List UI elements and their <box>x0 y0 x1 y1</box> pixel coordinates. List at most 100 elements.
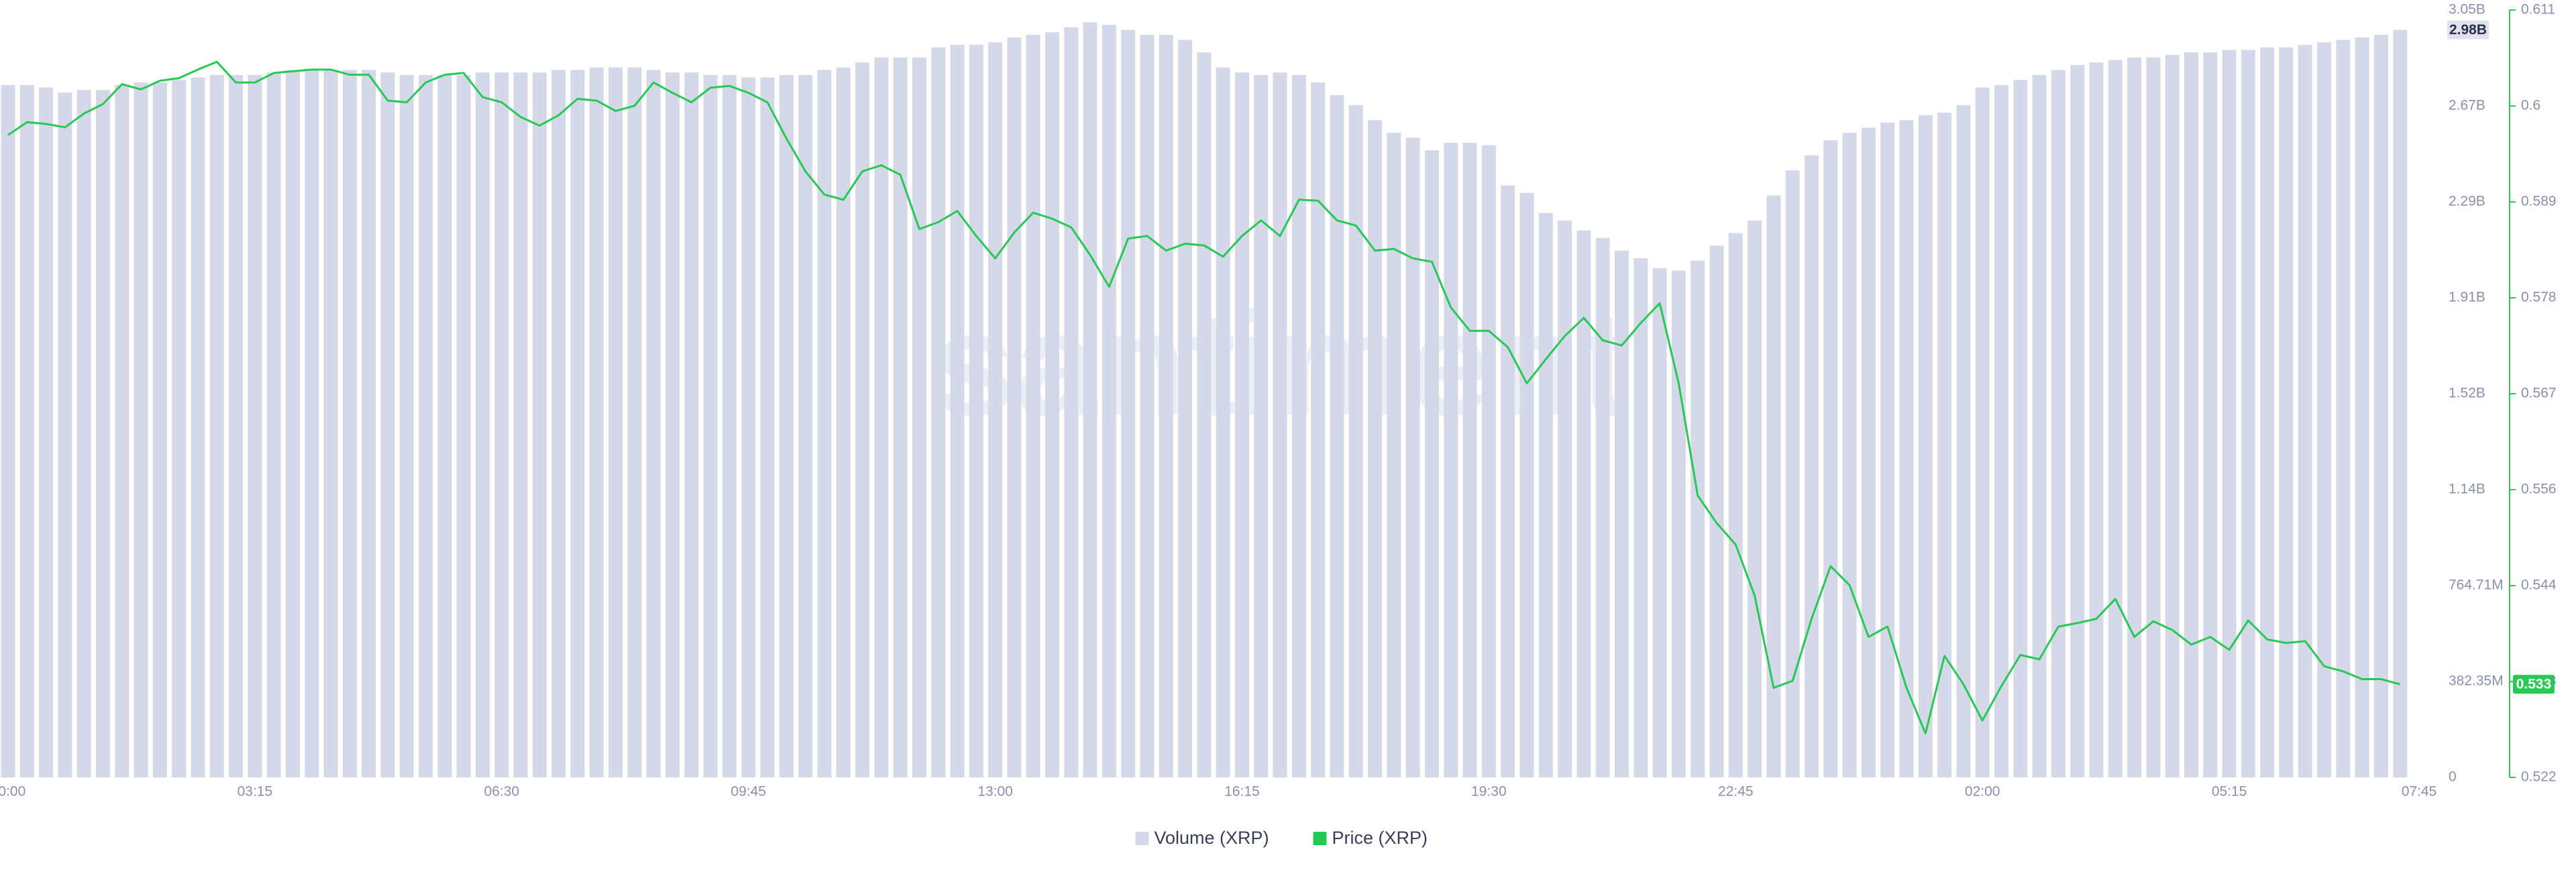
bar <box>1785 170 1800 778</box>
value-badge <box>2513 675 2555 694</box>
bar <box>1918 115 1933 778</box>
bar <box>1140 34 1155 777</box>
bar <box>305 70 319 777</box>
bar <box>209 74 224 777</box>
bar <box>1595 237 1610 778</box>
bar <box>133 83 148 777</box>
bar <box>1842 132 1857 777</box>
bar <box>532 72 547 778</box>
bar <box>646 70 661 777</box>
bar <box>627 67 642 777</box>
bar <box>1368 120 1383 778</box>
bar <box>1216 67 1230 777</box>
y2-tick-label: 0.578 <box>2521 290 2557 305</box>
bar <box>2070 64 2085 778</box>
bar <box>1121 30 1136 777</box>
bar <box>2203 52 2218 777</box>
bar <box>1690 260 1705 777</box>
bar <box>1102 24 1116 778</box>
x-tick-label: 16:15 <box>1224 784 1260 800</box>
y2-tick-label: 0.544 <box>2521 578 2557 593</box>
bar <box>1956 105 1971 777</box>
bar <box>2260 47 2275 778</box>
bar <box>2336 40 2351 778</box>
bar <box>969 44 983 777</box>
bar <box>1805 155 1819 777</box>
bar <box>741 77 756 777</box>
bar <box>1880 122 1895 778</box>
bar <box>1235 72 1249 778</box>
bar <box>115 85 129 777</box>
bar <box>2184 52 2198 777</box>
bar <box>39 87 54 778</box>
x-tick-label: 09:45 <box>731 784 766 800</box>
bar <box>2241 50 2255 778</box>
bar <box>551 70 566 777</box>
bar <box>2051 70 2065 777</box>
bar <box>1861 127 1876 778</box>
bar <box>2298 44 2312 777</box>
bar <box>988 42 1003 777</box>
bar <box>476 72 490 778</box>
bar <box>2374 34 2388 777</box>
bar <box>1007 37 1022 777</box>
y2-tick-label: 0.522 <box>2521 769 2557 785</box>
bar <box>2222 50 2237 778</box>
bar <box>172 80 186 778</box>
bar <box>779 74 794 777</box>
bar <box>1748 220 1762 777</box>
bar <box>2127 57 2142 778</box>
bar <box>855 62 869 778</box>
bar <box>513 72 528 778</box>
bar <box>342 70 357 777</box>
bar <box>1501 185 1515 777</box>
bar <box>2355 37 2369 777</box>
bar <box>58 92 72 777</box>
y2-tick-label: 0.556 <box>2521 482 2557 497</box>
legend-swatch <box>1313 832 1327 845</box>
bar <box>286 70 300 777</box>
x-tick-label: 22:45 <box>1718 784 1754 800</box>
bar <box>2108 60 2123 777</box>
bar <box>2089 62 2104 778</box>
bar <box>1083 22 1097 777</box>
bar <box>1558 220 1572 777</box>
bar <box>419 74 433 777</box>
bar <box>1538 213 1553 777</box>
bar <box>570 70 585 777</box>
y-tick-label: 2.29B <box>2449 194 2485 209</box>
bar <box>1425 150 1439 778</box>
bar <box>1519 193 1534 777</box>
bar <box>323 70 338 777</box>
price-line <box>7 60 2401 734</box>
x-tick-label: 00:00 <box>0 784 25 800</box>
bar <box>1045 32 1059 778</box>
bar <box>1273 72 1287 778</box>
y2-tick-label: 0.611 <box>2521 2 2555 17</box>
bar <box>1291 74 1306 777</box>
bar <box>1444 142 1458 778</box>
bar <box>1481 145 1496 777</box>
bar <box>912 57 926 778</box>
y-tick-label: 1.91B <box>2449 290 2485 305</box>
value-badge-label: 0.533 <box>2516 677 2552 692</box>
bar <box>1197 52 1212 777</box>
bar <box>437 74 452 777</box>
bar <box>893 57 908 778</box>
y-tick-label: 0 <box>2449 769 2457 785</box>
bar <box>1671 270 1686 778</box>
bar <box>380 72 395 778</box>
bar <box>2279 47 2294 778</box>
value-badge-label: 2.98B <box>2449 22 2487 38</box>
bar <box>2165 54 2180 778</box>
bar <box>1462 142 1477 778</box>
y2-tick-label: 0.589 <box>2521 194 2557 209</box>
bar <box>1026 34 1040 777</box>
bar <box>931 47 946 778</box>
bar <box>1254 74 1269 777</box>
bar <box>1975 87 1990 778</box>
bar <box>1 85 15 777</box>
bar <box>1311 83 1326 777</box>
y2-tick-label: 0.567 <box>2521 386 2557 401</box>
x-tick-label: 02:00 <box>1965 784 2000 800</box>
